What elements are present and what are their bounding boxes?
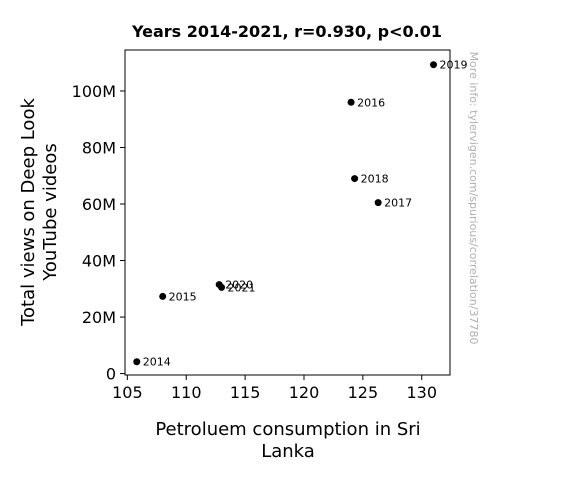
source-watermark: More info: tylervigen.com/spurious/corre… bbox=[467, 52, 480, 345]
x-tick-label: 105 bbox=[112, 383, 143, 402]
y-tick-label: 80M bbox=[82, 139, 116, 158]
data-label-2021: 2021 bbox=[228, 281, 256, 294]
data-label-2018: 2018 bbox=[361, 173, 389, 186]
plot-area bbox=[124, 49, 451, 376]
y-tick-label: 20M bbox=[82, 308, 116, 327]
data-label-2014: 2014 bbox=[143, 356, 171, 369]
data-label-2019: 2019 bbox=[440, 59, 468, 72]
data-label-2015: 2015 bbox=[169, 290, 197, 303]
x-axis-label-line1: Petroluem consumption in Sri bbox=[155, 419, 420, 440]
data-point-2018 bbox=[351, 175, 359, 183]
y-axis-ticks: 0 20M 40M 60M 80M 100M bbox=[72, 82, 125, 384]
chart-title: Years 2014-2021, r=0.930, p<0.01 bbox=[131, 22, 442, 41]
data-label-2017: 2017 bbox=[384, 197, 412, 210]
x-axis-label-line2: Lanka bbox=[261, 441, 315, 462]
data-point-2021 bbox=[218, 283, 226, 291]
x-tick-label: 110 bbox=[171, 383, 202, 402]
x-axis-ticks: 105 110 115 120 125 130 bbox=[112, 375, 437, 402]
x-tick-label: 120 bbox=[289, 383, 320, 402]
y-tick-label: 60M bbox=[82, 195, 116, 214]
data-label-2016: 2016 bbox=[357, 96, 385, 109]
data-point-2015 bbox=[159, 292, 167, 300]
y-tick-label: 0 bbox=[106, 365, 116, 384]
y-axis-label-line1: Total views on Deep Look bbox=[18, 98, 39, 327]
data-point-2014 bbox=[133, 358, 141, 366]
data-label-2020: 2020 bbox=[225, 279, 253, 292]
x-tick-label: 130 bbox=[406, 383, 437, 402]
y-tick-label: 100M bbox=[72, 82, 116, 101]
x-tick-label: 115 bbox=[230, 383, 261, 402]
data-point-2016 bbox=[347, 98, 355, 106]
y-tick-label: 40M bbox=[82, 252, 116, 271]
x-tick-label: 125 bbox=[348, 383, 379, 402]
y-axis-label-line2: YouTube videos bbox=[40, 143, 61, 281]
data-point-2017 bbox=[374, 199, 382, 207]
data-point-2019 bbox=[430, 61, 438, 69]
